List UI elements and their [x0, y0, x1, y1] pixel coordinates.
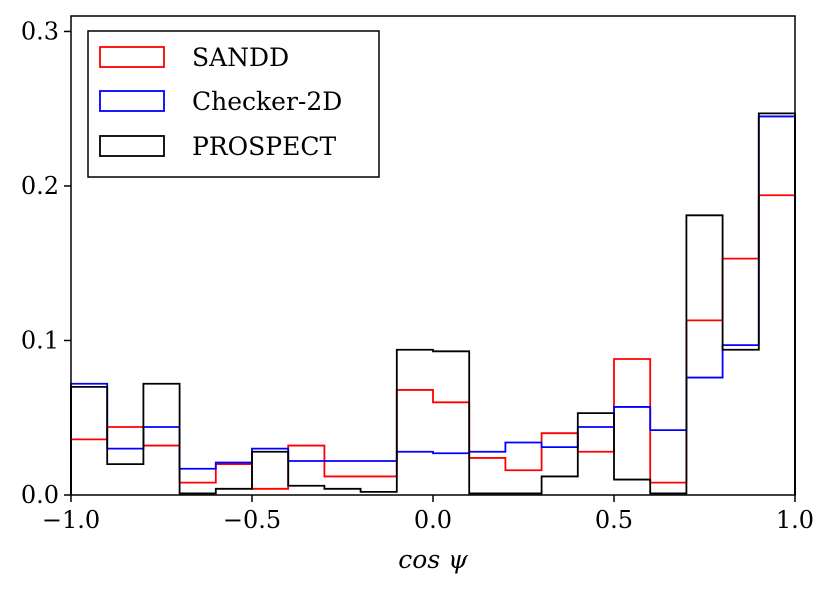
y-tick-label: 0.0 [21, 481, 59, 509]
series-prospect [70, 112, 796, 495]
legend-label: PROSPECT [192, 132, 336, 161]
legend-swatch [99, 90, 165, 112]
axis-ticks: −1.0 −0.5 0.0 0.5 1.0 0.0 0.1 0.2 0.3 [21, 17, 814, 534]
x-tick-label: 0.0 [414, 506, 452, 534]
y-tick-label: 0.1 [21, 326, 59, 354]
x-tick-label: −0.5 [223, 506, 281, 534]
legend-label: SANDD [192, 43, 289, 72]
legend-swatch [99, 135, 165, 157]
x-axis-title: cos ψ [398, 545, 468, 574]
legend-swatch [99, 46, 165, 68]
legend-label: Checker-2D [192, 87, 342, 116]
legend-frame [87, 30, 380, 178]
x-tick-label: −1.0 [42, 506, 100, 534]
legend: SANDD Checker-2D PROSPECT [87, 30, 380, 178]
y-tick-label: 0.2 [21, 172, 59, 200]
x-tick-label: 1.0 [776, 506, 814, 534]
x-tick-label: 0.5 [595, 506, 633, 534]
histogram-steps [70, 112, 796, 495]
series-layer [70, 112, 796, 495]
y-tick-label: 0.3 [21, 17, 59, 45]
